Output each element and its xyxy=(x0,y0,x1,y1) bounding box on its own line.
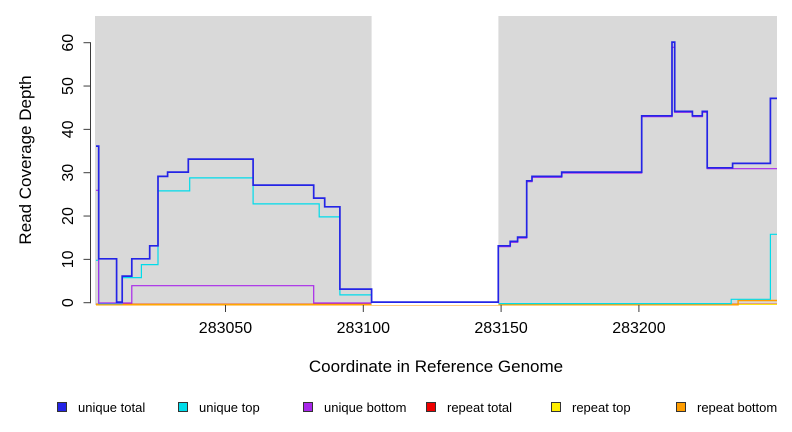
legend-label-repeat-bottom: repeat bottom xyxy=(697,399,778,415)
coverage-chart: 0 10 20 30 40 50 60 283050 283100 283150 283200 Co… xyxy=(16,16,777,376)
tick-label: 283100 xyxy=(337,320,390,337)
legend-swatch-repeat-total-icon xyxy=(426,402,436,412)
legend-swatch-unique-total-icon xyxy=(57,402,67,412)
chart-legend: unique total unique top unique bottom re… xyxy=(0,398,792,418)
x-axis-title: Coordinate in Reference Genome xyxy=(309,357,563,376)
legend-item-repeat-total: repeat total xyxy=(426,398,512,416)
series-layer-top xyxy=(96,41,777,303)
tick-label: 10 xyxy=(60,250,77,268)
tick-label: 20 xyxy=(60,207,77,225)
axes: 0 10 20 30 40 50 60 283050 283100 283150 283200 xyxy=(60,34,666,337)
legend-item-unique-total: unique total xyxy=(57,398,145,416)
legend-swatch-repeat-bottom-icon xyxy=(676,402,686,412)
tick-label: 283150 xyxy=(474,320,527,337)
tick-label: 283200 xyxy=(612,320,665,337)
legend-label-unique-top: unique top xyxy=(199,399,260,415)
legend-swatch-repeat-top-icon xyxy=(551,402,561,412)
legend-label-repeat-top: repeat top xyxy=(572,399,631,415)
legend-item-unique-bottom: unique bottom xyxy=(303,398,406,416)
legend-label-unique-total: unique total xyxy=(78,399,146,415)
legend-item-unique-top: unique top xyxy=(178,398,260,416)
tick-label: 60 xyxy=(60,34,77,52)
legend-swatch-unique-bottom-icon xyxy=(303,402,313,412)
tick-label: 283050 xyxy=(199,320,252,337)
tick-label: 40 xyxy=(60,120,77,138)
legend-item-repeat-top: repeat top xyxy=(551,398,631,416)
coverage-gap-band xyxy=(371,16,499,305)
tick-label: 30 xyxy=(60,164,77,182)
legend-swatch-unique-top-icon xyxy=(178,402,188,412)
tick-label: 0 xyxy=(60,298,77,307)
tick-label: 50 xyxy=(60,77,77,95)
series-line-unique-total xyxy=(96,41,777,303)
y-axis-title: Read Coverage Depth xyxy=(16,75,35,244)
legend-item-repeat-bottom: repeat bottom xyxy=(676,398,777,416)
legend-label-repeat-total: repeat total xyxy=(447,399,513,415)
legend-label-unique-bottom: unique bottom xyxy=(324,399,407,415)
